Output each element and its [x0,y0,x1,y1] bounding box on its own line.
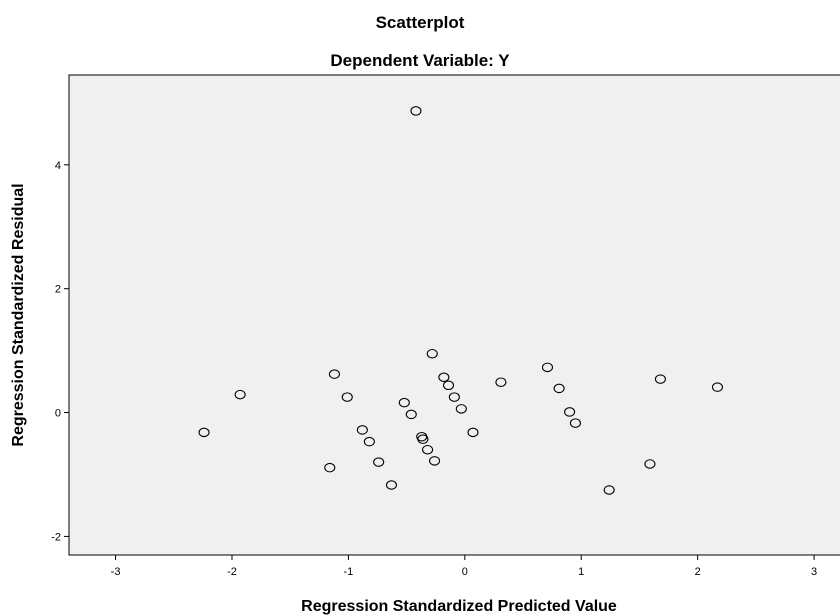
x-tick-label: 2 [695,566,701,578]
data-point [603,485,615,495]
data-point [405,409,417,420]
data-point [455,404,467,414]
chart-title: Scatterplot [376,13,465,32]
data-point [385,480,398,490]
data-point [328,369,340,379]
data-point [644,459,656,469]
data-point [417,434,429,444]
y-tick-label: 4 [55,160,61,172]
data-point [564,407,576,417]
data-point [341,392,353,402]
data-point [495,377,507,387]
x-axis: -3 -2 -1 0 1 2 3 [111,555,817,578]
data-point [569,418,581,428]
chart-subtitle: Dependent Variable: Y [330,51,510,70]
x-axis-title: Regression Standardized Predicted Value [301,598,617,615]
data-point [422,444,434,455]
data-point [711,382,723,392]
data-point [448,392,460,402]
y-tick-label: 2 [55,284,61,296]
data-point [198,427,210,438]
y-axis-title: Regression Standardized Residual [10,183,27,446]
x-tick-label: 3 [811,566,817,578]
x-tick-label: -1 [344,566,354,578]
data-point [429,456,441,466]
data-point [356,425,368,435]
data-point [541,362,554,373]
x-tick-label: -2 [227,566,237,578]
y-tick-label: 0 [55,408,61,420]
data-point [398,397,410,408]
data-point [426,348,438,359]
y-axis: -2 0 2 4 [51,160,69,543]
data-point [324,462,336,473]
x-tick-label: 1 [578,566,584,578]
plot-area [68,74,840,556]
data-point [438,372,450,382]
y-tick-label: -2 [51,531,61,543]
data-point [467,427,479,438]
data-point [442,380,455,391]
x-tick-label: -3 [111,566,121,578]
data-point [553,383,565,394]
data-point [373,457,385,467]
data-point [410,106,422,116]
data-point [654,374,666,384]
data-point [234,389,246,400]
x-tick-label: 0 [462,566,468,578]
data-point [363,436,375,447]
data-points [198,106,723,495]
